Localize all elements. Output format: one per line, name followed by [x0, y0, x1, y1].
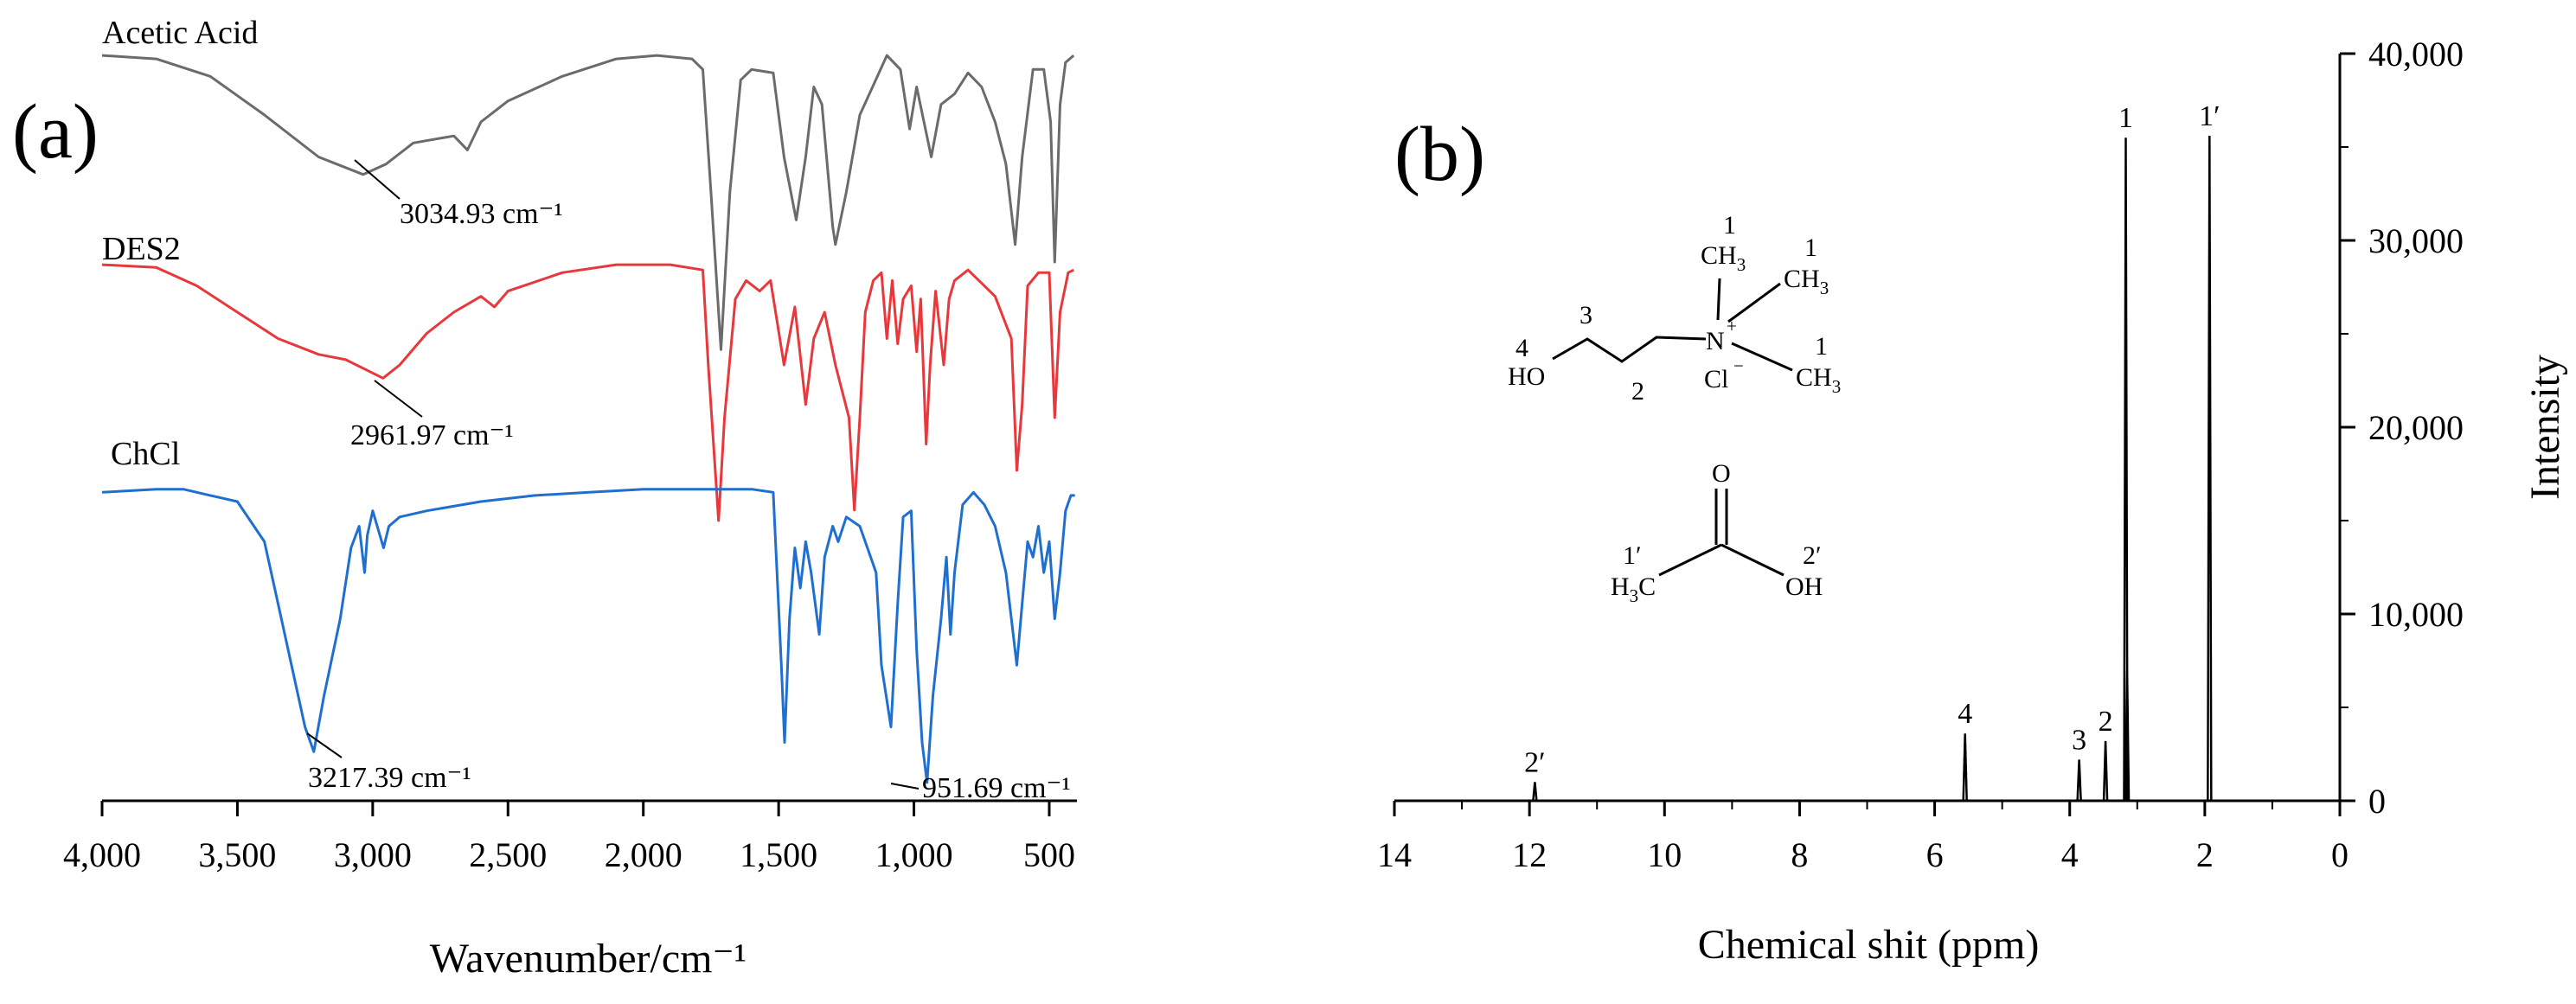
acetic-acid-structure: O OH H3C 1′ 2′	[1611, 459, 1823, 606]
x-tick-label: 3,500	[198, 835, 276, 874]
bond-c-oh	[1721, 543, 1785, 577]
h-text: H	[1611, 572, 1630, 601]
y-tick-label: 40,000	[2368, 35, 2464, 74]
panel-a-series	[101, 54, 1075, 784]
annotation-text: 2961.97 cm⁻¹	[350, 419, 514, 451]
x-tick-label: 10	[1647, 835, 1682, 874]
atom-n: N	[1706, 327, 1725, 355]
annotation-text: 951.69 cm⁻¹	[922, 772, 1071, 804]
atom-o: O	[1712, 459, 1731, 488]
position-4: 4	[1515, 334, 1528, 362]
ch-text: CH	[1796, 363, 1832, 392]
atom-oh: OH	[1785, 572, 1823, 601]
panel-b-y-axis-title: Intensity	[2522, 355, 2568, 500]
nmr-spectrum-line	[1394, 136, 2340, 803]
panel-a-label: (a)	[12, 89, 99, 175]
peak-label: 2′	[1524, 746, 1545, 778]
peak-label: 3	[2072, 724, 2086, 756]
position-1-top: 1	[1723, 211, 1736, 240]
panel-b: (b) 14 12 10 8 6 4 2 0 010,00020,00030,00040,00…	[1377, 35, 2568, 968]
bond-n-ch3-bottom	[1731, 342, 1793, 372]
choline-chloride-structure: HO N + CH3 CH3 CH3 Cl − 4 3 2 1 1 1	[1508, 211, 1841, 406]
x-tick-label: 8	[1791, 835, 1808, 874]
atom-h3c: H3C	[1611, 572, 1656, 606]
peak-label: 1′	[2199, 100, 2220, 132]
bond-ch3-c	[1658, 543, 1722, 577]
ch-subscript: 3	[1832, 376, 1842, 397]
y-tick-label: 20,000	[2368, 408, 2464, 447]
ch-subscript: 3	[1737, 254, 1746, 275]
series-label-chcl: ChCl	[111, 436, 180, 472]
annotation-leader-line	[354, 159, 400, 200]
peak-label: 1	[2118, 102, 2133, 134]
panel-b-label: (b)	[1394, 112, 1485, 197]
y-tick-label: 30,000	[2368, 221, 2464, 260]
x-tick-label: 6	[1926, 835, 1944, 874]
position-2: 2	[1631, 377, 1644, 406]
peak-label: 4	[1958, 698, 1972, 730]
x-tick-label: 4,000	[63, 835, 141, 874]
series-line-des2	[101, 263, 1074, 522]
ch-subscript: 3	[1820, 278, 1829, 298]
x-tick-label: 2,000	[605, 835, 682, 874]
series-label-acetic-acid: Acetic Acid	[102, 15, 258, 51]
panel-b-x-axis-title: Chemical shit (ppm)	[1698, 922, 2040, 968]
annotation-des2-2961: 2961.97 cm⁻¹	[350, 380, 514, 451]
annotation-text: 3034.93 cm⁻¹	[400, 198, 563, 230]
x-tick-label: 2	[2196, 835, 2214, 874]
series-label-des2: DES2	[102, 231, 181, 267]
bond-chain	[1552, 336, 1707, 363]
annotation-leader-line	[306, 732, 343, 758]
panel-a-x-ticks: 4,000 3,500 3,000 2,500 2,000 1,500 1,000 500	[63, 801, 1075, 874]
panel-b-y-ticks: 0 10,000 20,000 30,000 40,000	[2340, 35, 2464, 821]
annotation-leader-line	[890, 783, 920, 790]
ch-text: CH	[1784, 265, 1820, 293]
atom-ho: HO	[1508, 362, 1545, 391]
panel-a: (a) 4,000 3,500 3,000 2,500 2,000 1,500 1,000 5…	[12, 15, 1077, 982]
atom-ch3-right: CH3	[1784, 265, 1829, 298]
x-tick-label: 0	[2331, 835, 2349, 874]
x-tick-label: 14	[1377, 835, 1412, 874]
position-2-prime: 2′	[1803, 541, 1822, 570]
peak-label: 2	[2099, 706, 2113, 738]
x-tick-label: 1,000	[875, 835, 953, 874]
charge-plus: +	[1727, 316, 1737, 336]
atom-ch3-bottom: CH3	[1796, 363, 1841, 397]
position-3: 3	[1580, 301, 1592, 329]
c-text: C	[1638, 572, 1656, 601]
annotation-chcl-951: 951.69 cm⁻¹	[890, 772, 1071, 804]
panel-a-x-axis-title: Wavenumber/cm⁻¹	[430, 936, 747, 982]
bond-n-ch3-top	[1716, 278, 1721, 321]
position-1-right: 1	[1804, 233, 1817, 262]
annotation-acetic-acid-3034: 3034.93 cm⁻¹	[354, 159, 563, 230]
series-line-chcl	[101, 488, 1075, 784]
panel-b-x-ticks: 14 12 10 8 6 4 2 0	[1377, 801, 2349, 874]
position-1-prime: 1′	[1623, 541, 1642, 570]
panel-b-series	[1394, 136, 2340, 803]
position-1-bottom: 1	[1815, 332, 1828, 361]
y-tick-label: 0	[2368, 782, 2386, 821]
bond-n-ch3-right	[1727, 282, 1781, 323]
annotation-text: 3217.39 cm⁻¹	[308, 762, 471, 794]
series-line-acetic-acid	[101, 54, 1075, 351]
x-tick-label: 2,500	[469, 835, 547, 874]
x-tick-label: 3,000	[334, 835, 412, 874]
ch-text: CH	[1701, 241, 1737, 270]
annotation-leader-line	[374, 380, 423, 418]
x-tick-label: 12	[1512, 835, 1547, 874]
atom-cl: Cl	[1704, 365, 1728, 393]
x-tick-label: 1,500	[740, 835, 817, 874]
x-tick-label: 500	[1023, 835, 1075, 874]
y-tick-label: 10,000	[2368, 595, 2464, 634]
h-subscript: 3	[1630, 585, 1639, 606]
charge-minus: −	[1733, 355, 1744, 376]
annotation-chcl-3217: 3217.39 cm⁻¹	[306, 732, 471, 794]
atom-ch3-top: CH3	[1701, 241, 1746, 275]
x-tick-label: 4	[2061, 835, 2079, 874]
